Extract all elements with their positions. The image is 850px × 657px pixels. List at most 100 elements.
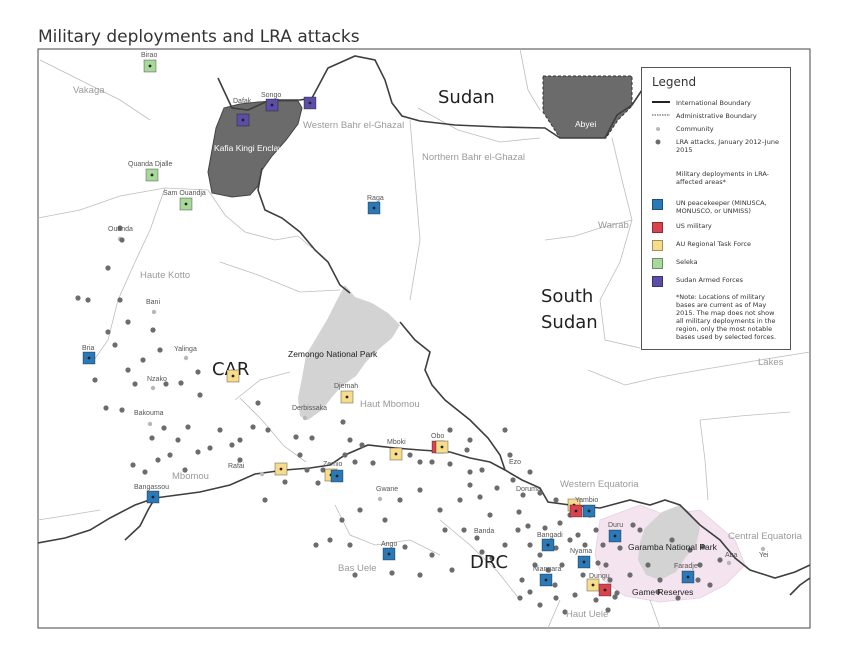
lra-attack-dot — [479, 549, 485, 555]
community-dot — [726, 560, 732, 566]
lra-attack-dot — [282, 479, 288, 485]
lra-attack-dot — [502, 542, 508, 548]
marker-center-dot — [270, 103, 274, 107]
lra-attack-dot — [149, 435, 155, 441]
region-label-vakaga: Vakaga — [73, 85, 105, 96]
lra-attack-dot — [605, 607, 611, 613]
lra-attack-dot — [182, 467, 188, 473]
lra-attack-dot — [132, 381, 138, 387]
lra-attack-dot — [593, 597, 599, 603]
country-label-south-sudan-line1: South — [541, 286, 593, 307]
map-title: Military deployments and LRA attacks — [38, 27, 360, 47]
town-label-yei: Yei — [759, 552, 769, 559]
lra-attack-dot — [695, 577, 701, 583]
marker-center-dot — [372, 206, 376, 210]
town-label-niangara: Niangara — [533, 566, 562, 573]
lra-attack-dot — [119, 407, 125, 413]
community-dot — [147, 421, 153, 427]
lra-attack-dot — [130, 462, 136, 468]
lra-attack-dot — [119, 237, 125, 243]
region-label-northern-bahr: Northern Bahr el-Ghazal — [422, 152, 525, 163]
lra-attack-dot — [525, 523, 531, 529]
lra-attack-dot — [320, 467, 326, 473]
town-label-sam-ouandja: Sam Ouandja — [163, 190, 206, 197]
lra-attack-dot — [402, 544, 408, 550]
lra-attack-dot — [600, 542, 606, 548]
lra-attack-dot — [382, 517, 388, 523]
lra-attack-dot — [342, 452, 348, 458]
au-square-icon — [652, 240, 663, 251]
lra-attack-dot — [707, 582, 713, 588]
lra-attack-dot — [515, 527, 521, 533]
lra-attack-dot — [595, 560, 601, 566]
lra-attack-dot — [461, 527, 467, 533]
marker-center-dot — [345, 395, 349, 399]
community-dot-icon — [652, 125, 664, 135]
lra-attack-dot — [309, 435, 315, 441]
area-label-garamba: Garamba National Park — [628, 542, 718, 552]
lra-attack-dot — [687, 547, 693, 553]
town-label-derbissaka: Derbissaka — [292, 405, 327, 412]
region-label-haut-mbomou: Haut Mbomou — [360, 399, 420, 410]
lra-attack-dot — [437, 507, 443, 513]
marker-center-dot — [241, 118, 245, 122]
lra-attack-dot — [217, 427, 223, 433]
lra-attack-dot — [429, 459, 435, 465]
marker-center-dot — [335, 474, 339, 478]
country-label-car: CAR — [212, 359, 249, 380]
lra-attack-dot — [315, 480, 321, 486]
lra-attack-dot — [150, 327, 156, 333]
town-label-birao: Birao — [141, 52, 157, 59]
lra-attack-dot — [250, 424, 256, 430]
seleka-square-icon — [652, 258, 663, 269]
lra-attack-dot — [527, 469, 533, 475]
lra-attack-dot — [105, 329, 111, 335]
marker-center-dot — [603, 588, 607, 592]
lra-attack-dot — [397, 497, 403, 503]
community-dot — [302, 415, 308, 421]
lra-attack-dot — [112, 342, 118, 348]
lra-attack-dot — [467, 482, 473, 488]
us-square-icon — [652, 222, 663, 233]
lra-attack-dot — [157, 347, 163, 353]
town-label-duru: Duru — [608, 522, 623, 529]
lra-attack-dot — [614, 590, 620, 596]
lra-attack-dot — [207, 445, 213, 451]
area-label-zemongo: Zemongo National Park — [288, 349, 378, 359]
legend-deploy-header-label: Military deployments in LRA-affected are… — [676, 170, 769, 186]
legend-deployments-header: Military deployments in LRA-affected are… — [652, 170, 781, 186]
lra-attack-dot — [92, 377, 98, 383]
community-dot — [151, 309, 157, 315]
lra-attack-dot — [347, 542, 353, 548]
region-label-western-equatoria: Western Equatoria — [560, 479, 639, 490]
lra-attack-dot — [407, 452, 413, 458]
lra-attack-dot — [417, 487, 423, 493]
lra-attack-dot — [125, 319, 131, 325]
town-label-nyama: Nyama — [570, 548, 592, 555]
town-label-bangassou: Bangassou — [134, 484, 169, 491]
community-dot — [150, 385, 156, 391]
town-label-quanda-djalle: Quanda Djalle — [128, 161, 172, 168]
lra-attack-dot — [352, 572, 358, 578]
lra-attack-dot — [359, 442, 365, 448]
garamba-national-park-area — [638, 505, 700, 580]
legend-au-label: AU Regional Task Force — [676, 240, 752, 248]
lra-attack-dot — [442, 527, 448, 533]
lra-attack-dot — [502, 427, 508, 433]
legend-us-label: US military — [676, 222, 712, 230]
town-label-aba: Aba — [725, 552, 738, 559]
lra-attack-dot — [339, 517, 345, 523]
lra-attack-dot — [582, 542, 588, 548]
area-label-kafia-kingi: Kafia Kingi Enclave — [214, 143, 288, 153]
marker-center-dot — [150, 173, 154, 177]
lra-attack-dot — [297, 452, 303, 458]
marker-center-dot — [279, 467, 283, 471]
lra-attack-dot — [155, 457, 161, 463]
town-label-bangadi: Bangadi — [537, 532, 563, 539]
legend-un-label: UN peacekeeper (MINUSCA, MONUSCO, or UNM… — [676, 199, 767, 215]
lra-attack-dot — [237, 437, 243, 443]
region-label-haute-kotto: Haute Kotto — [140, 270, 190, 281]
zemongo-national-park-area — [298, 285, 400, 420]
lra-attack-dot — [575, 532, 581, 538]
town-label-ango: Ango — [381, 541, 397, 548]
